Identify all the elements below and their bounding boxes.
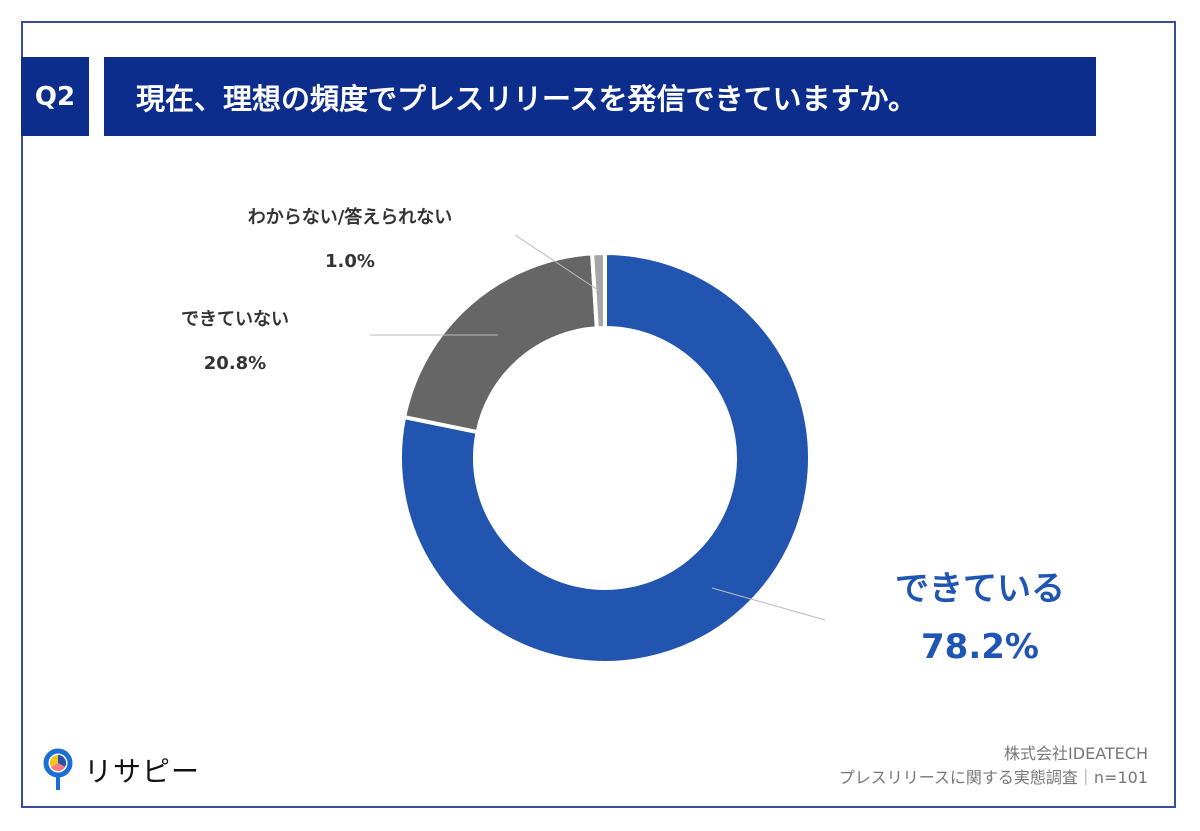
slice-label-1: できていない 20.8% (150, 298, 320, 386)
slice-value: 1.0% (325, 251, 375, 272)
slice-name: できている (895, 569, 1065, 609)
question-number: Q2 (21, 57, 89, 136)
source-survey: プレスリリースに関する実態調査｜n=101 (838, 768, 1148, 787)
slice-name: できていない (181, 309, 289, 330)
logo-pin-icon (43, 748, 73, 790)
slice-label-0: できている 78.2% (870, 560, 1090, 676)
slice-label-2: わからない/答えられない 1.0% (200, 196, 500, 284)
slice-value: 78.2% (921, 627, 1039, 667)
donut-slice-0 (398, 250, 812, 665)
slice-value: 20.8% (203, 353, 267, 374)
risapi-logo: リサピー (42, 748, 200, 792)
leader-line-2 (514, 234, 599, 291)
source-note: 株式会社IDEATECH プレスリリースに関する実態調査｜n=101 (839, 742, 1148, 790)
logo-text: リサピー (84, 755, 201, 788)
slice-name: わからない/答えられない (247, 207, 453, 228)
slide-frame (21, 21, 1176, 808)
source-company: 株式会社IDEATECH (1004, 744, 1148, 763)
donut-slice-2 (590, 250, 607, 331)
question-title: 現在、理想の頻度でプレスリリースを発信できていますか。 (104, 57, 1096, 136)
leader-line-0 (711, 587, 826, 621)
donut-slice-1 (401, 251, 599, 435)
